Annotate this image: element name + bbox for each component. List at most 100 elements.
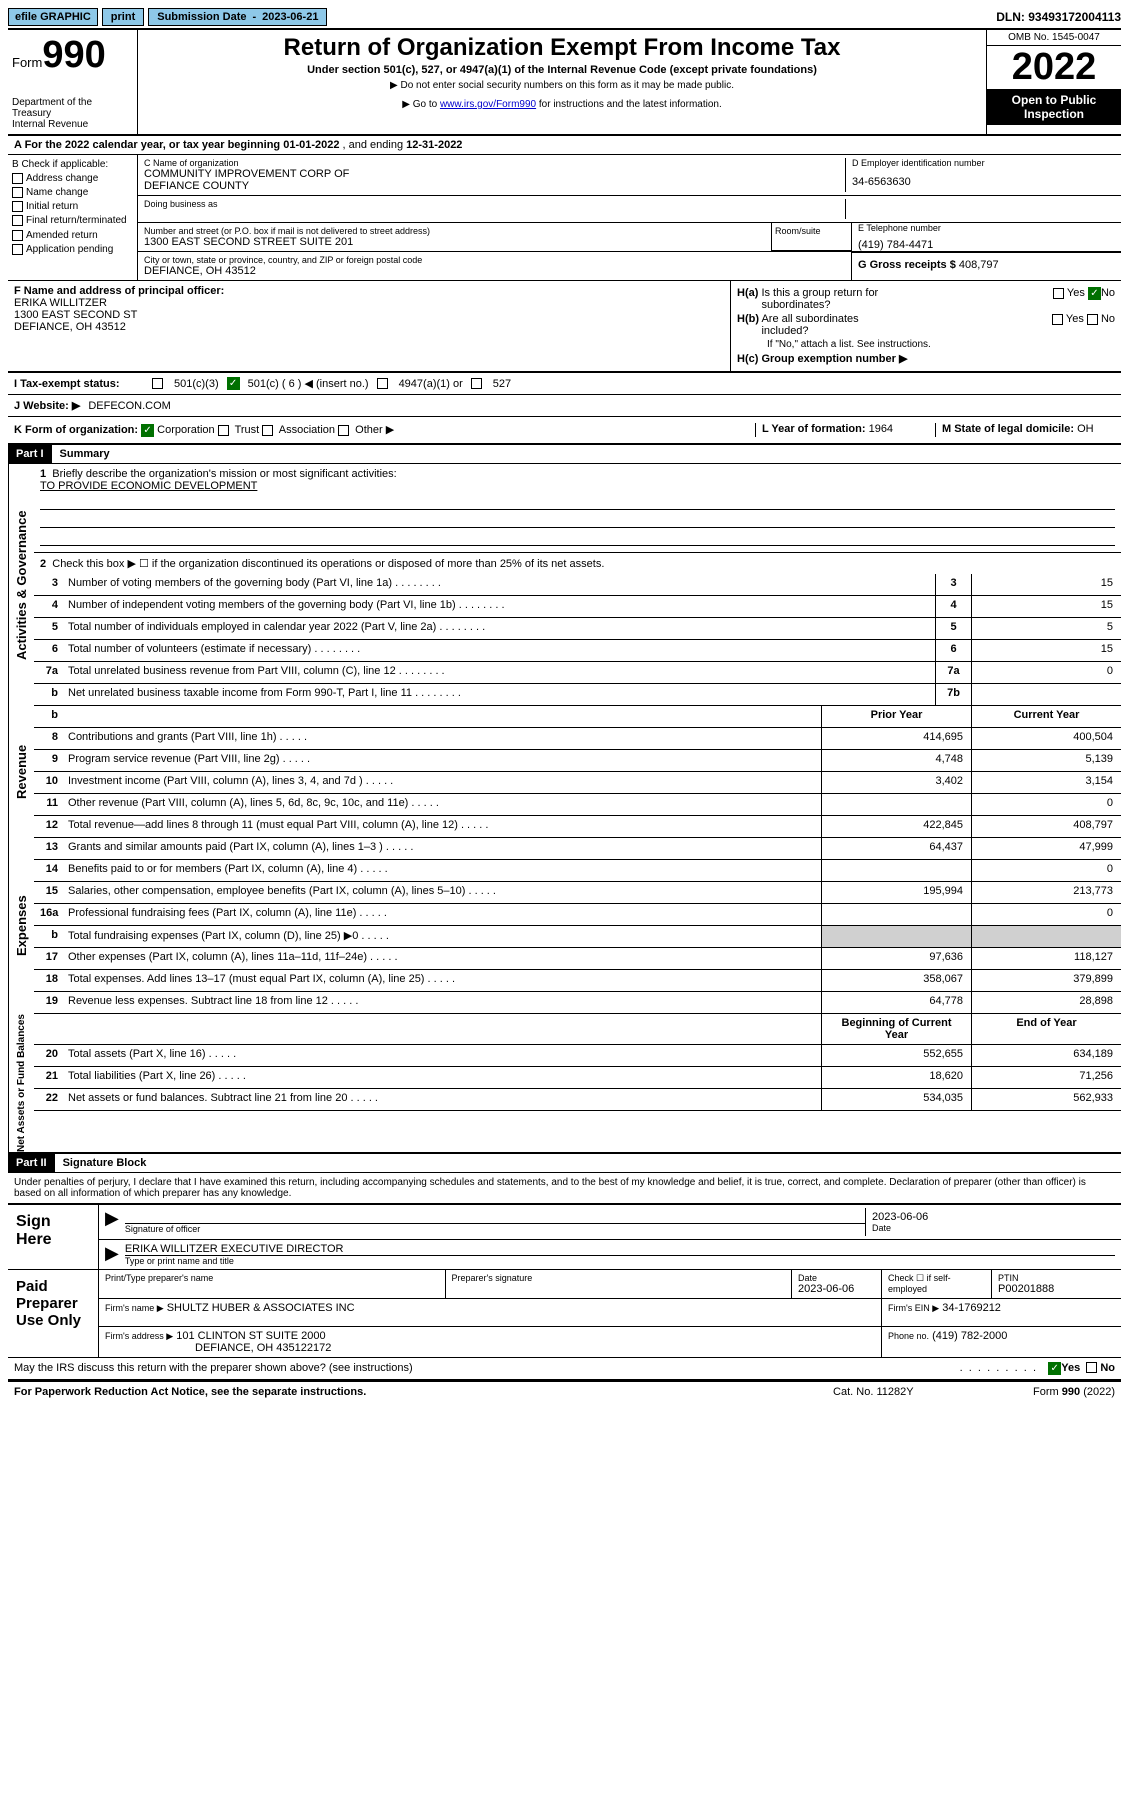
table-row: 15 Salaries, other compensation, employe… [34, 882, 1121, 904]
association-checkbox[interactable] [262, 425, 273, 436]
end-year-header: End of Year [971, 1014, 1121, 1044]
table-row: 12 Total revenue—add lines 8 through 11 … [34, 816, 1121, 838]
checkbox-amended-return[interactable] [12, 230, 23, 241]
part2-header: Part II [8, 1154, 55, 1172]
gross-receipts-label: G Gross receipts $ [858, 259, 956, 271]
table-row: 7a Total unrelated business revenue from… [34, 662, 1121, 684]
trust-checkbox[interactable] [218, 425, 229, 436]
corporation-checkbox[interactable]: ✓ [141, 424, 154, 437]
instructions-link[interactable]: www.irs.gov/Form990 [440, 99, 536, 110]
year-formation-label: L Year of formation: [762, 423, 866, 435]
room-suite-label: Room/suite [771, 223, 851, 251]
part1-header: Part I [8, 445, 52, 463]
hb-yes-checkbox[interactable] [1052, 314, 1063, 325]
firm-addr-label: Firm's address ▶ [105, 1331, 173, 1341]
hb-no-checkbox[interactable] [1087, 314, 1098, 325]
prep-date-value: 2023-06-06 [798, 1283, 875, 1295]
submission-date-box: Submission Date - 2023-06-21 [148, 8, 327, 26]
form-ref: Form 990 (2022) [1033, 1386, 1115, 1398]
officer-addr2: DEFIANCE, OH 43512 [14, 321, 724, 333]
table-row: 5 Total number of individuals employed i… [34, 618, 1121, 640]
ha-no-checkbox[interactable]: ✓ [1088, 287, 1101, 300]
city-value: DEFIANCE, OH 43512 [144, 265, 845, 277]
section-b-label: B Check if applicable: [12, 159, 133, 170]
website-label: J Website: ▶ [14, 399, 80, 412]
ha-yes-checkbox[interactable] [1053, 288, 1064, 299]
mission-value: TO PROVIDE ECONOMIC DEVELOPMENT [40, 480, 1115, 492]
officer-name-label: Type or print name and title [125, 1256, 1115, 1266]
table-row: b Total fundraising expenses (Part IX, c… [34, 926, 1121, 948]
netassets-side-label: Net Assets or Fund Balances [8, 1014, 34, 1152]
top-bar: efile GRAPHIC print Submission Date - 20… [8, 8, 1121, 30]
527-checkbox[interactable] [471, 378, 482, 389]
phone-value: (419) 784-4471 [858, 239, 1121, 251]
section-b-checkboxes: B Check if applicable: Address change Na… [8, 155, 138, 280]
form-title: Return of Organization Exempt From Incom… [142, 34, 982, 62]
begin-year-header: Beginning of Current Year [821, 1014, 971, 1044]
form-header: Form990 Department of theTreasuryInterna… [8, 30, 1121, 136]
firm-addr2: DEFIANCE, OH 435122172 [195, 1342, 331, 1354]
ptin-value: P00201888 [998, 1283, 1115, 1295]
table-row: 14 Benefits paid to or for members (Part… [34, 860, 1121, 882]
part1-revenue-section: Revenue b Prior Year Current Year 8 Cont… [8, 706, 1121, 838]
sig-date-value: 2023-06-06 [872, 1211, 1109, 1223]
officer-addr1: 1300 EAST SECOND ST [14, 309, 724, 321]
form-subtitle: Under section 501(c), 527, or 4947(a)(1)… [142, 64, 982, 76]
table-row: 17 Other expenses (Part IX, column (A), … [34, 948, 1121, 970]
prep-date-label: Date [798, 1273, 875, 1283]
submission-date-value: 2023-06-21 [262, 11, 318, 23]
title-box: Return of Organization Exempt From Incom… [138, 30, 986, 134]
checkbox-initial-return[interactable] [12, 201, 23, 212]
governance-side-label: Activities & Governance [8, 464, 34, 706]
open-to-public: Open to Public Inspection [987, 89, 1121, 125]
ein-value: 34-6563630 [852, 176, 1115, 188]
section-fgh: F Name and address of principal officer:… [8, 281, 1121, 372]
section-cde: C Name of organization COMMUNITY IMPROVE… [138, 155, 1121, 280]
signature-section: Sign Here ▶ Signature of officer 2023-06… [8, 1203, 1121, 1381]
firm-name-label: Firm's name ▶ [105, 1303, 164, 1313]
footer: For Paperwork Reduction Act Notice, see … [8, 1381, 1121, 1402]
website-value: DEFECON.COM [88, 400, 171, 412]
line2-text: Check this box ▶ ☐ if the organization d… [52, 558, 604, 570]
mission-label: Briefly describe the organization's miss… [52, 468, 396, 480]
org-name-line2: DEFIANCE COUNTY [144, 180, 845, 192]
table-row: 19 Revenue less expenses. Subtract line … [34, 992, 1121, 1014]
department-label: Department of theTreasuryInternal Revenu… [12, 97, 133, 130]
paid-preparer-label: Paid Preparer Use Only [8, 1270, 98, 1357]
ptin-label: PTIN [998, 1273, 1115, 1283]
table-row: 3 Number of voting members of the govern… [34, 574, 1121, 596]
form-note-2: ▶ Go to www.irs.gov/Form990 for instruct… [142, 99, 982, 110]
checkbox-final-return[interactable] [12, 215, 23, 226]
print-button[interactable]: print [102, 8, 144, 26]
501c3-checkbox[interactable] [152, 378, 163, 389]
discuss-yes-checkbox[interactable]: ✓ [1048, 1362, 1061, 1375]
table-row: 22 Net assets or fund balances. Subtract… [34, 1089, 1121, 1111]
self-employed-check: Check ☐ if self-employed [881, 1270, 991, 1298]
checkbox-name-change[interactable] [12, 187, 23, 198]
other-checkbox[interactable] [338, 425, 349, 436]
state-domicile-value: OH [1077, 423, 1094, 435]
line-a-tax-year: A For the 2022 calendar year, or tax yea… [8, 136, 1121, 155]
table-row: 9 Program service revenue (Part VIII, li… [34, 750, 1121, 772]
efile-graphic-button[interactable]: efile GRAPHIC [8, 8, 98, 26]
checkbox-application-pending[interactable] [12, 244, 23, 255]
form-number-box: Form990 Department of theTreasuryInterna… [8, 30, 138, 134]
501c-checkbox[interactable]: ✓ [227, 377, 240, 390]
firm-addr1: 101 CLINTON ST SUITE 2000 [176, 1330, 325, 1342]
submission-date-label: Submission Date [157, 11, 246, 23]
year-box: OMB No. 1545-0047 2022 Open to Public In… [986, 30, 1121, 134]
table-row: 18 Total expenses. Add lines 13–17 (must… [34, 970, 1121, 992]
principal-officer-label: F Name and address of principal officer: [14, 285, 224, 297]
org-name-line1: COMMUNITY IMPROVEMENT CORP OF [144, 168, 845, 180]
address-value: 1300 EAST SECOND STREET SUITE 201 [144, 236, 765, 248]
sign-here-label: Sign Here [8, 1205, 98, 1269]
discuss-no-checkbox[interactable] [1086, 1362, 1097, 1373]
table-row: 8 Contributions and grants (Part VIII, l… [34, 728, 1121, 750]
sig-date-label: Date [872, 1223, 1109, 1233]
checkbox-address-change[interactable] [12, 173, 23, 184]
sig-officer-label: Signature of officer [125, 1224, 865, 1234]
4947-checkbox[interactable] [377, 378, 388, 389]
tax-exempt-label: I Tax-exempt status: [14, 378, 144, 390]
part2-title: Signature Block [55, 1154, 155, 1172]
state-domicile-label: M State of legal domicile: [942, 423, 1074, 435]
